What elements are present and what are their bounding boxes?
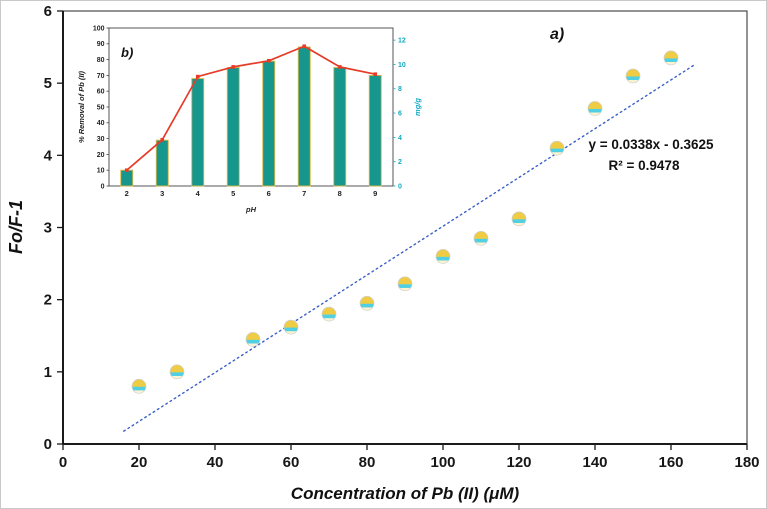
- scatter-point: [663, 50, 679, 66]
- inset-right-tick-label: 8: [398, 86, 402, 93]
- inset-left-tick-label: 60: [97, 89, 105, 96]
- capacity-line-marker: [373, 72, 378, 76]
- scatter-point: [359, 295, 375, 311]
- trendline-r-squared: R² = 0.9478: [609, 158, 680, 173]
- y-tick-label: 4: [44, 147, 53, 164]
- removal-bar: [120, 169, 134, 187]
- scatter-point: [245, 332, 261, 347]
- x-tick-label: 140: [582, 454, 607, 471]
- scatter-point: [131, 378, 147, 394]
- x-tick-label: 160: [658, 454, 683, 471]
- inset-x-axis-title: pH: [245, 205, 257, 214]
- inset-x-tick-label: 8: [338, 189, 342, 198]
- inset-x-tick-label: 7: [302, 189, 306, 198]
- scatter-point: [283, 319, 299, 335]
- inset-right-tick-label: 4: [398, 135, 402, 142]
- y-tick-label: 1: [44, 364, 52, 381]
- inset-chart: 0 10 20 30 40 50 60 70 80 90 100 0 2 4 6 8 10 12 2 3 4 5 6 7 8…: [69, 15, 429, 220]
- inset-left-axis-ticks: 0 10 20 30 40 50 60 70 80 90 100: [93, 25, 109, 190]
- inset-left-tick-label: 70: [97, 73, 105, 80]
- removal-bar: [297, 46, 311, 187]
- inset-bar-series: [120, 46, 382, 187]
- inset-right-tick-label: 10: [398, 62, 406, 69]
- x-axis-title: Concentration of Pb (II) (μM): [291, 484, 520, 503]
- capacity-line-marker: [160, 138, 165, 142]
- scatter-point: [511, 211, 527, 227]
- inset-x-tick-label: 3: [160, 189, 164, 198]
- inset-x-tick-label: 6: [267, 189, 271, 198]
- inset-x-axis-ticks: 2 3 4 5 6 7 8 9: [125, 189, 378, 198]
- removal-bar: [262, 60, 276, 187]
- scatter-point: [397, 276, 413, 292]
- inset-left-tick-label: 80: [97, 57, 105, 64]
- x-axis-ticks: 0 20 40 60 80 100 120 140 160 180: [59, 444, 760, 471]
- inset-left-tick-label: 20: [97, 152, 105, 159]
- inset-right-tick-label: 0: [398, 183, 402, 190]
- capacity-line-marker: [195, 74, 200, 79]
- y-tick-label: 6: [44, 3, 52, 20]
- inset-right-tick-label: 2: [398, 159, 402, 166]
- y-tick-label: 0: [44, 436, 52, 453]
- inset-left-tick-label: 10: [97, 168, 105, 175]
- scatter-point: [587, 101, 603, 116]
- removal-bar: [191, 78, 205, 187]
- removal-bar: [155, 139, 169, 187]
- inset-left-tick-label: 50: [97, 104, 105, 111]
- inset-right-axis-title: mg/g: [413, 98, 422, 116]
- inset-left-tick-label: 100: [93, 25, 105, 32]
- removal-bar: [226, 67, 240, 187]
- removal-bar: [368, 74, 382, 187]
- scatter-point: [473, 230, 489, 246]
- y-axis-title: Fo/F-1: [6, 200, 26, 254]
- x-tick-label: 0: [59, 454, 67, 471]
- panel-label-a: a): [550, 26, 564, 43]
- y-tick-label: 5: [44, 75, 52, 92]
- trendline: [123, 64, 695, 432]
- scatter-point: [321, 306, 337, 322]
- capacity-line-marker: [266, 59, 271, 63]
- x-tick-label: 180: [734, 454, 759, 471]
- panel-label-b: b): [121, 45, 133, 60]
- inset-left-tick-label: 90: [97, 41, 105, 48]
- capacity-line: [126, 45, 376, 171]
- x-tick-label: 60: [283, 454, 300, 471]
- inset-right-axis-ticks: 0 2 4 6 8 10 12: [393, 38, 406, 190]
- inset-right-tick-label: 12: [398, 38, 406, 45]
- y-tick-label: 2: [44, 292, 52, 309]
- inset-left-tick-label: 30: [97, 136, 105, 143]
- y-axis-ticks: 0 1 2 3 4 5 6: [44, 3, 63, 453]
- inset-left-tick-label: 40: [97, 120, 105, 127]
- scatter-point: [625, 68, 641, 84]
- inset-x-tick-label: 2: [125, 189, 129, 198]
- capacity-line-marker: [124, 168, 129, 172]
- inset-x-tick-label: 5: [231, 189, 235, 198]
- scatter-point: [435, 249, 451, 264]
- scatter-series: [131, 50, 679, 394]
- inset-left-tick-label: 0: [101, 183, 105, 190]
- x-tick-label: 20: [131, 454, 148, 471]
- inset-right-tick-label: 6: [398, 110, 402, 117]
- inset-left-axis-title: % Removal of Pb (II): [77, 70, 86, 143]
- trendline-equation: y = 0.0338x - 0.3625: [589, 137, 714, 152]
- capacity-line-marker: [302, 44, 307, 49]
- inset-x-tick-label: 4: [196, 189, 201, 198]
- y-tick-label: 3: [44, 220, 52, 237]
- scatter-point: [549, 140, 565, 156]
- x-tick-label: 80: [359, 454, 376, 471]
- inset-x-tick-label: 9: [373, 189, 377, 198]
- removal-bar: [333, 67, 347, 187]
- x-tick-label: 100: [430, 454, 455, 471]
- x-tick-label: 120: [506, 454, 531, 471]
- trendline-path: [123, 64, 695, 432]
- capacity-line-marker: [231, 65, 236, 69]
- inset-line-series: [124, 44, 378, 172]
- capacity-line-marker: [337, 65, 342, 69]
- scatter-point: [169, 364, 185, 380]
- x-tick-label: 40: [207, 454, 224, 471]
